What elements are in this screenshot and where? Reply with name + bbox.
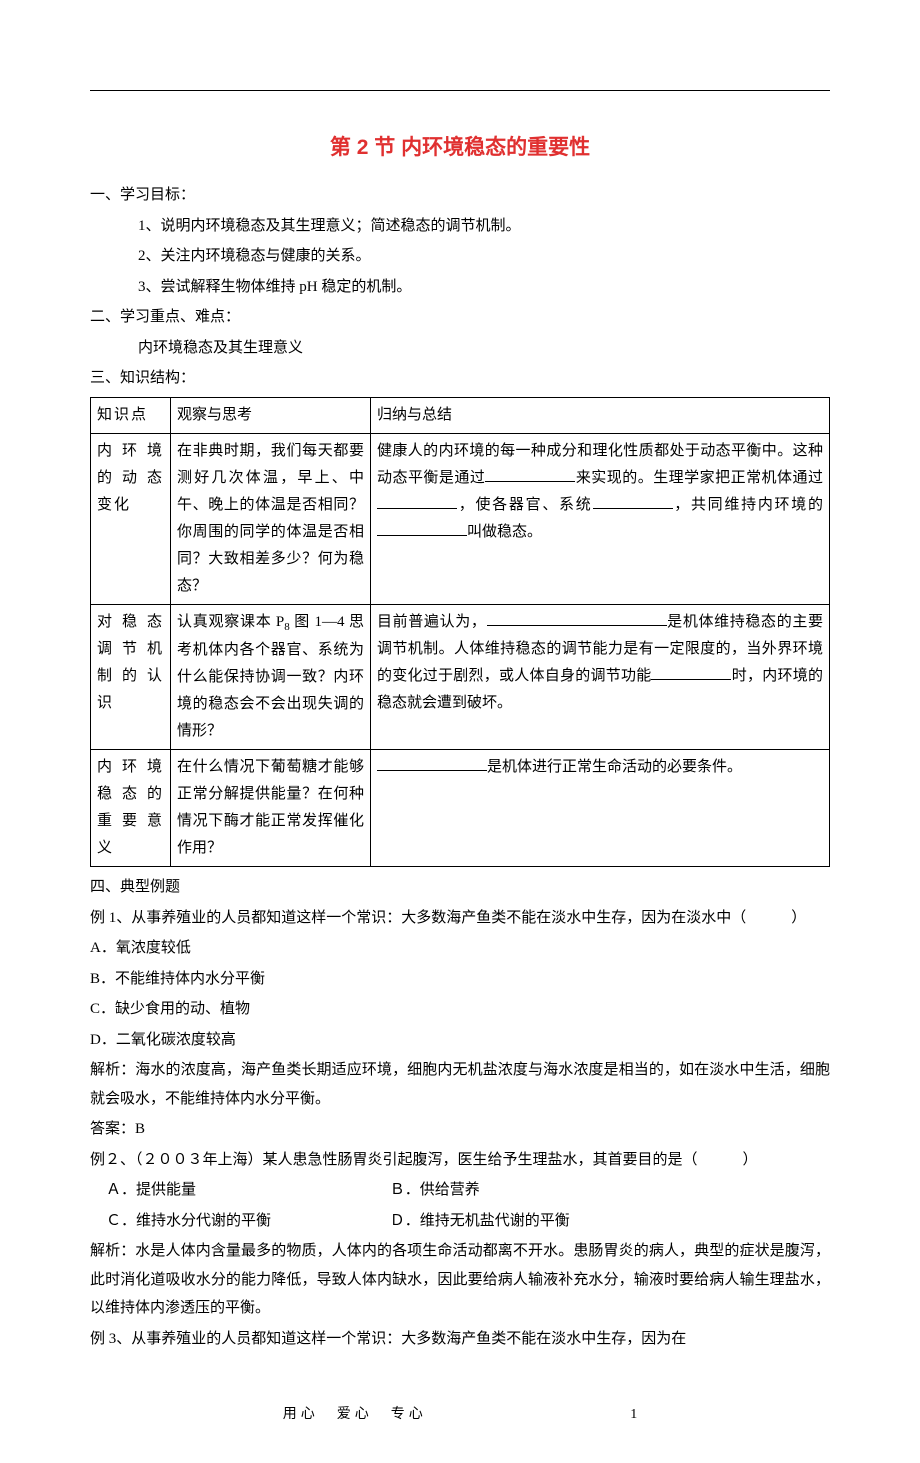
top-rule [90,90,830,91]
ex1-opt-b: B．不能维持体内水分平衡 [90,965,830,994]
objective-2: 2、关注内环境稳态与健康的关系。 [138,242,830,271]
ex3-stem: 例 3、从事养殖业的人员都知道这样一个常识：大多数海产鱼类不能在淡水中生存，因为… [90,1325,830,1354]
cell-k-1: 对稳态调节机制的认识 [91,604,171,750]
cell-o-2: 在什么情况下葡萄糖才能够正常分解提供能量？在何种情况下酶才能正常发挥催化作用？ [171,750,371,867]
objective-3: 3、尝试解释生物体维持 pH 稳定的机制。 [138,273,830,302]
page-number: 1 [630,1407,637,1423]
ex2-opt-a: Ａ．提供能量 [106,1176,386,1205]
key-point: 内环境稳态及其生理意义 [138,334,830,363]
cell-s-2: 是机体进行正常生命活动的必要条件。 [371,750,830,867]
ex1-opt-c: C．缺少食用的动、植物 [90,995,830,1024]
cell-o-1: 认真观察课本 P8 图 1—4 思考机体内各个器官、系统为什么能保持协调一致？内… [171,604,371,750]
section-3-head: 三、知识结构： [90,364,830,393]
ex1-opt-d: D．二氧化碳浓度较高 [90,1026,830,1055]
table-row: 内环境稳态的重要意义 在什么情况下葡萄糖才能够正常分解提供能量？在何种情况下酶才… [91,750,830,867]
th-summary: 归纳与总结 [371,397,830,433]
table-header-row: 知识点 观察与思考 归纳与总结 [91,397,830,433]
table-row: 对稳态调节机制的认识 认真观察课本 P8 图 1—4 思考机体内各个器官、系统为… [91,604,830,750]
cell-s-1: 目前普遍认为，是机体维持稳态的主要调节机制。人体维持稳态的调节能力是有一定限度的… [371,604,830,750]
ex1-answer: 答案：B [90,1115,830,1144]
section-2-head: 二、学习重点、难点： [90,303,830,332]
document-title: 第 2 节 内环境稳态的重要性 [90,131,830,161]
document-page: 第 2 节 内环境稳态的重要性 一、学习目标： 1、说明内环境稳态及其生理意义；… [0,0,920,1463]
footer-motto: 用心 爱心 专心 [283,1407,427,1422]
cell-s-0: 健康人的内环境的每一种成分和理化性质都处于动态平衡中。这种动态平衡是通过来实现的… [371,433,830,604]
ex1-analysis: 解析：海水的浓度高，海产鱼类长期适应环境，细胞内无机盐浓度与海水浓度是相当的，如… [90,1056,830,1113]
knowledge-table: 知识点 观察与思考 归纳与总结 内环境的动态变化 在非典时期，我们每天都要测好几… [90,397,830,868]
page-footer: 用心 爱心 专心 1 [90,1403,830,1423]
th-knowledge: 知识点 [91,397,171,433]
cell-o-0: 在非典时期，我们每天都要测好几次体温，早上、中午、晚上的体温是否相同？你周围的同… [171,433,371,604]
ex2-analysis: 解析：水是人体内含量最多的物质，人体内的各项生命活动都离不开水。患肠胃炎的病人，… [90,1237,830,1323]
objective-1: 1、说明内环境稳态及其生理意义；简述稳态的调节机制。 [138,212,830,241]
ex2-opt-b: Ｂ．供给营养 [390,1182,480,1198]
section-1-head: 一、学习目标： [90,181,830,210]
ex1-stem: 例 1、从事养殖业的人员都知道这样一个常识：大多数海产鱼类不能在淡水中生存，因为… [90,904,830,933]
ex2-opt-row-1: Ａ．提供能量 Ｂ．供给营养 [106,1176,830,1205]
th-observe: 观察与思考 [171,397,371,433]
ex1-opt-a: A．氧浓度较低 [90,934,830,963]
ex2-opt-d: Ｄ．维持无机盐代谢的平衡 [390,1213,570,1229]
cell-k-2: 内环境稳态的重要意义 [91,750,171,867]
section-4-head: 四、典型例题 [90,873,830,902]
table-row: 内环境的动态变化 在非典时期，我们每天都要测好几次体温，早上、中午、晚上的体温是… [91,433,830,604]
ex2-opt-c: Ｃ．维持水分代谢的平衡 [106,1207,386,1236]
ex2-opt-row-2: Ｃ．维持水分代谢的平衡 Ｄ．维持无机盐代谢的平衡 [106,1207,830,1236]
ex2-stem: 例２、（２００３年上海）某人患急性肠胃炎引起腹泻，医生给予生理盐水，其首要目的是… [90,1146,830,1175]
cell-k-0: 内环境的动态变化 [91,433,171,604]
